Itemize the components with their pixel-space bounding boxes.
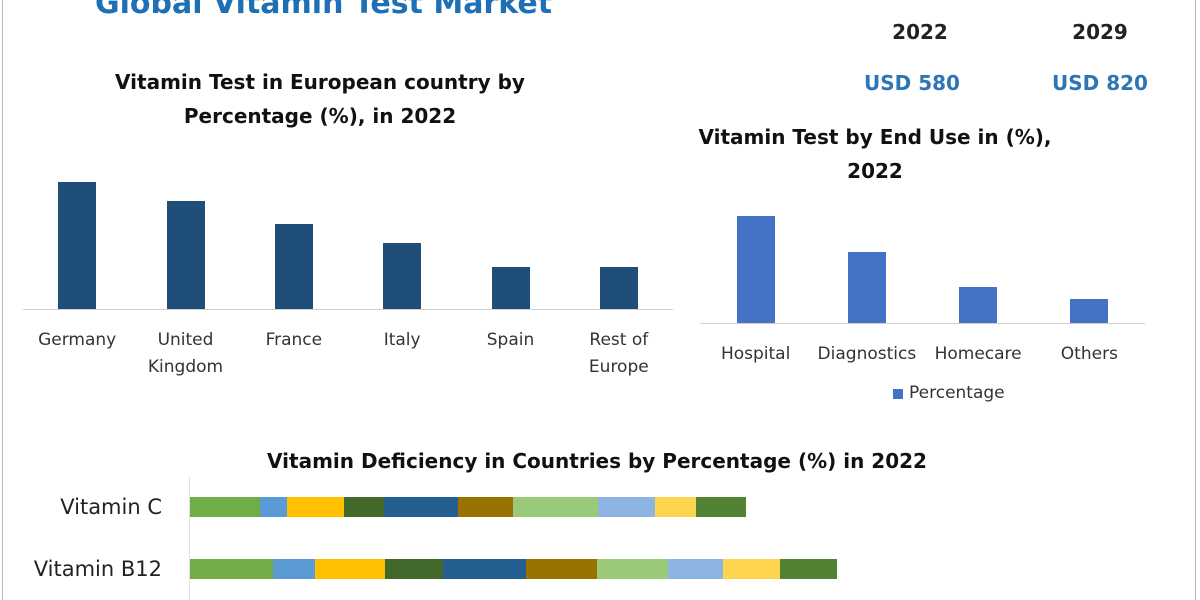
bar (599, 266, 638, 309)
bar-segment (526, 559, 597, 579)
bar-segment (695, 497, 746, 517)
bar-segment (598, 497, 655, 517)
bar-segment (260, 497, 288, 517)
year: 2029 (1072, 20, 1128, 44)
bar-segment (596, 559, 668, 579)
bar (274, 224, 313, 309)
bar-segment (655, 497, 696, 517)
bar (166, 200, 205, 309)
year: 2022 (892, 20, 948, 44)
x-tick-label: Germany (38, 330, 117, 350)
x-tick-label: Rest of Europe (588, 330, 649, 377)
axis-line (189, 477, 190, 600)
x-tick-label: France (265, 330, 323, 350)
market-value: USD 580 (864, 71, 960, 95)
market-value: USD 820 (1052, 71, 1148, 95)
x-tick-label: Homecare (934, 344, 1022, 364)
y-tick-label: Vitamin C (60, 495, 162, 519)
chart-title: Vitamin Test in European country by Perc… (115, 70, 525, 128)
bar-segment (722, 559, 780, 579)
bar-segment (314, 559, 385, 579)
y-tick-label: Vitamin B12 (33, 557, 162, 581)
bar (383, 243, 422, 309)
x-tick-label: Hospital (720, 344, 791, 364)
bar (847, 251, 886, 323)
bar-segment (779, 559, 837, 579)
bar-segment (385, 559, 444, 579)
x-tick-label: Spain (486, 330, 535, 350)
bar (959, 287, 998, 323)
frame-left (2, 0, 3, 600)
frame-right (1195, 0, 1196, 600)
bar (1070, 299, 1109, 323)
x-tick-label: Others (1060, 344, 1118, 364)
bar-segment (512, 497, 598, 517)
legend-label: Percentage (909, 383, 1005, 403)
bar-segment (443, 559, 526, 579)
bar (491, 266, 530, 309)
bar-segment (190, 497, 261, 517)
bar-segment (287, 497, 345, 517)
baseline (700, 323, 1145, 324)
x-tick-label: Italy (383, 330, 421, 350)
chart-title: Vitamin Deficiency in Countries by Perce… (267, 449, 927, 473)
baseline (23, 309, 673, 310)
bar (58, 182, 97, 309)
legend-swatch (893, 389, 903, 399)
x-tick-label: Diagnostics (817, 344, 917, 364)
page-title: Global Vitamin Test Market (95, 0, 553, 21)
bar-segment (190, 559, 273, 579)
bar-segment (272, 559, 315, 579)
bar-segment (344, 497, 385, 517)
x-tick-label: United Kingdom (147, 330, 224, 377)
bar-segment (457, 497, 513, 517)
bar-segment (384, 497, 458, 517)
bar-segment (667, 559, 723, 579)
bar (736, 215, 775, 323)
chart-title: Vitamin Test by End Use in (%), 2022 (698, 125, 1052, 183)
